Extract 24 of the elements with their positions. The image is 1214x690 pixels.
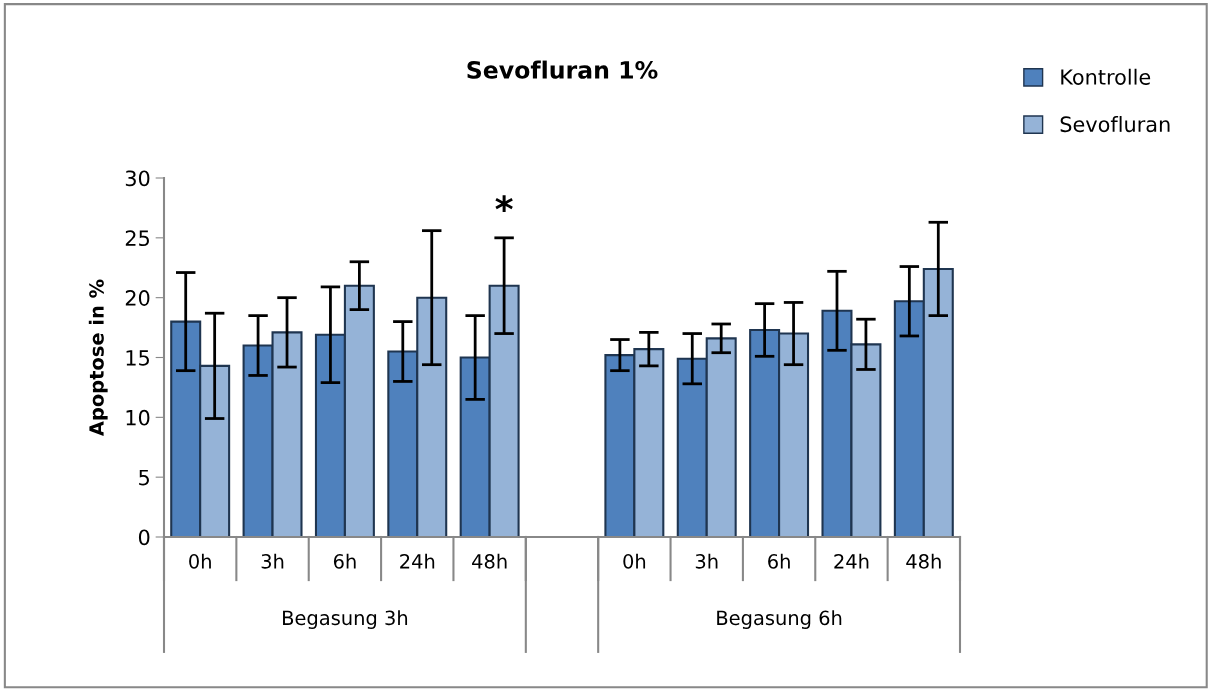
text: Begasung 3h [283, 610, 408, 629]
y-tick-label: 0 [138, 529, 150, 546]
y-tick-label: 5 [139, 469, 149, 486]
text: Begasung 6h [717, 610, 842, 629]
legend-label: Sevofluran [1060, 116, 1170, 133]
x-tick-label: 6h [768, 553, 790, 569]
chart-title: Sevofluran 1% [467, 60, 658, 79]
x-tick-label: 24h [400, 553, 435, 569]
y-axis-title: Apoptose in % [88, 279, 108, 436]
x-tick-label: 48h [472, 553, 507, 569]
x-tick-label: 3h [261, 553, 284, 569]
x-tick-label: 48h [906, 553, 941, 569]
annotation: * [495, 195, 513, 212]
x-tick-label: 0h [623, 553, 646, 569]
y-tick-label: 20 [125, 290, 150, 306]
y-tick-label: 25 [125, 230, 149, 247]
x-tick-label: 24h [834, 553, 869, 569]
y-tick-label: 15 [126, 350, 149, 366]
y-tick-label: 10 [126, 409, 150, 426]
x-tick-label: 3h [695, 553, 718, 569]
x-tick-label: 6h [333, 553, 356, 569]
legend-label: Kontrolle [1061, 68, 1151, 85]
y-tick-label: 30 [125, 170, 150, 187]
x-tick-label: 0h [189, 553, 211, 569]
